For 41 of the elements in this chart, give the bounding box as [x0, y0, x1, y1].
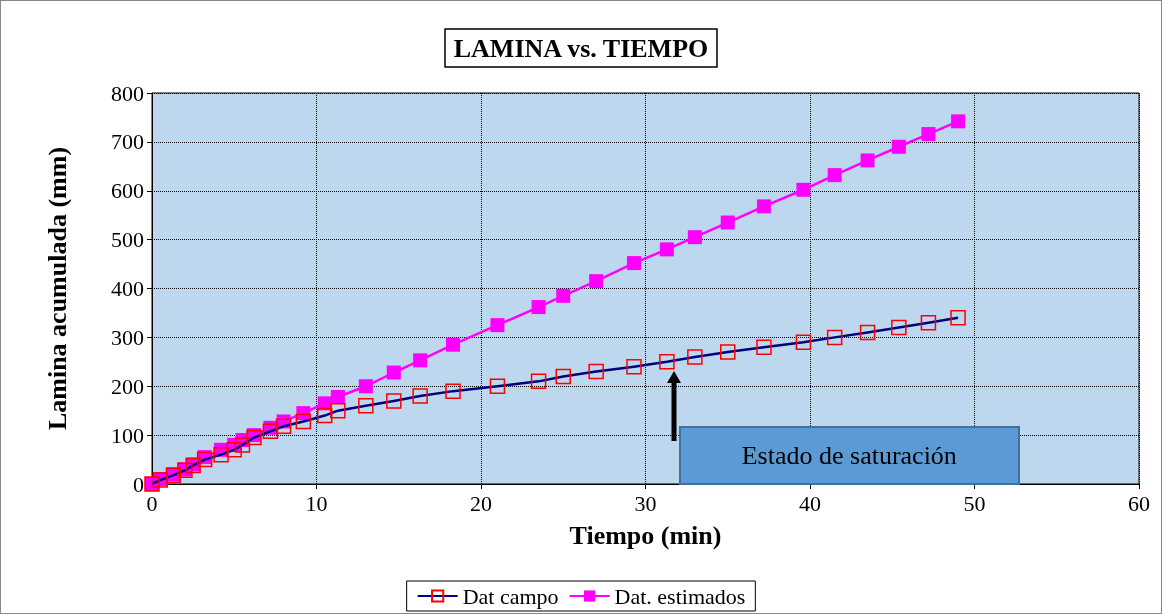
x-tick-label: 10 [305, 490, 328, 516]
point [556, 288, 571, 303]
y-tick-label: 400 [111, 276, 144, 301]
legend-label: Dat campo [462, 583, 559, 609]
point [951, 114, 966, 129]
point [921, 127, 936, 142]
x-tick-label: 40 [799, 490, 821, 516]
x-tick-label: 50 [963, 490, 986, 516]
y-tick-label: 300 [111, 324, 144, 350]
point [796, 182, 811, 197]
point [531, 300, 546, 315]
point [446, 337, 461, 352]
x-tick-label: 20 [470, 490, 492, 516]
point [756, 199, 771, 214]
point [358, 379, 373, 394]
point [330, 390, 345, 404]
x-axis-title: Tiempo (min) [569, 520, 722, 550]
point [589, 274, 604, 289]
y-tick-label: 700 [111, 129, 144, 155]
x-tick-label: 60 [1128, 490, 1150, 516]
y-tick-label: 200 [111, 373, 144, 399]
point [860, 153, 875, 168]
y-axis-title: Lamina acumulada (mm) [42, 146, 72, 431]
point [687, 230, 702, 245]
point [891, 139, 906, 154]
y-tick-label: 0 [133, 471, 144, 497]
chart-title: LAMINA vs. TIEMPO [453, 33, 709, 63]
y-tick-label: 800 [111, 80, 144, 106]
x-tick-label: 30 [634, 490, 657, 516]
y-tick-label: 100 [111, 422, 144, 448]
point [413, 353, 428, 368]
point [386, 365, 401, 380]
point [490, 318, 505, 333]
y-tick-label: 500 [111, 227, 144, 253]
label-box: Estado de saturación [679, 426, 1020, 485]
point [720, 215, 735, 230]
point [827, 168, 842, 183]
y-tick-label: 600 [111, 178, 144, 204]
legend-label: Dat. estimados [614, 583, 746, 609]
point [659, 242, 674, 257]
point [626, 256, 641, 271]
